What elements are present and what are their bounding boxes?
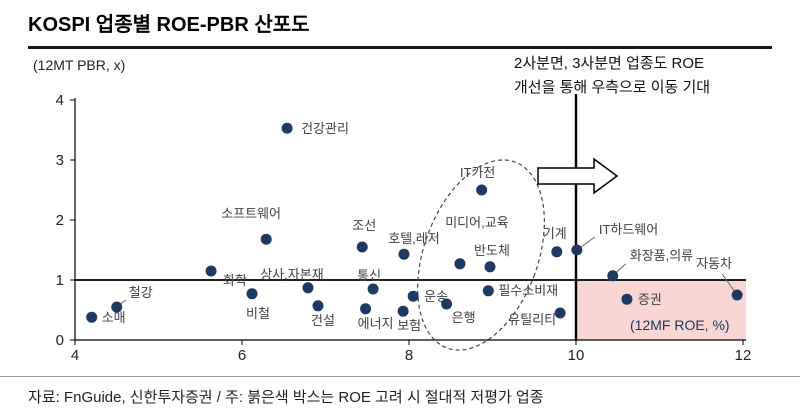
point-label: 화학	[223, 273, 247, 288]
point-label: 증권	[638, 292, 662, 307]
data-point	[360, 303, 372, 315]
data-point	[312, 300, 324, 312]
quadrant-annotation-line2: 개선을 통해 우측으로 이동 기대	[514, 79, 711, 96]
x-tick-label: 6	[238, 347, 246, 364]
point-label: 소프트웨어	[221, 206, 281, 221]
data-point	[476, 184, 488, 196]
data-point	[407, 290, 419, 302]
point-label: 호텔,레저	[388, 231, 439, 246]
x-axis-unit-label: (12MF ROE, %)	[630, 317, 730, 333]
point-label: 통신	[357, 268, 381, 283]
y-axis-unit-label: (12MT PBR, x)	[33, 57, 126, 73]
undervalued-highlight-box	[576, 280, 746, 340]
source-note: 자료: FnGuide, 신한투자증권 / 주: 붉은색 박스는 ROE 고려 …	[0, 376, 800, 407]
point-label: 반도체	[474, 243, 510, 258]
x-tick-label: 10	[568, 347, 585, 364]
x-tick-label: 4	[71, 347, 79, 364]
data-point	[571, 244, 583, 256]
data-point	[397, 305, 409, 317]
data-point	[246, 288, 258, 300]
point-label: 에너지	[358, 316, 394, 331]
y-tick-label: 1	[56, 272, 64, 289]
x-tick-label: 12	[735, 347, 752, 364]
data-point	[621, 293, 633, 305]
chart-header: KOSPI 업종별 ROE-PBR 산포도	[28, 8, 772, 49]
y-tick-label: 2	[56, 212, 64, 229]
point-label: 자동차	[696, 256, 732, 271]
point-label: 유틸리티	[508, 312, 556, 327]
point-label: 운송	[424, 289, 448, 304]
quadrant-annotation: 2사분면, 3사분면 업종도 ROE 개선을 통해 우측으로 이동 기대	[514, 52, 710, 100]
data-point	[441, 298, 453, 310]
data-point	[731, 289, 743, 301]
point-label: 건설	[311, 313, 335, 328]
data-point	[607, 270, 619, 282]
point-label: 상사,자본재	[260, 267, 323, 282]
data-point	[205, 265, 217, 277]
cluster-ellipse	[417, 159, 545, 351]
data-point	[554, 307, 566, 319]
data-point	[111, 301, 123, 313]
page-title: KOSPI 업종별 ROE-PBR 산포도	[28, 14, 310, 36]
shift-right-arrow	[537, 157, 619, 195]
point-label: 필수소비재	[498, 283, 558, 298]
y-tick-label: 3	[56, 152, 64, 169]
quadrant-annotation-line1: 2사분면, 3사분면 업종도 ROE	[514, 55, 705, 72]
data-point	[454, 258, 466, 270]
x-tick-label: 8	[405, 347, 413, 364]
point-label: 은행	[452, 310, 476, 325]
point-label: IT가전	[460, 165, 495, 180]
y-tick-label: 4	[56, 92, 64, 109]
data-point	[302, 282, 314, 294]
y-tick-label: 0	[56, 332, 64, 349]
point-label: 건강관리	[301, 121, 349, 136]
point-label: IT하드웨어	[599, 222, 658, 237]
data-point	[398, 248, 410, 260]
data-point	[367, 283, 379, 295]
point-label: 화장품,의류	[630, 248, 693, 263]
point-label: 소매	[102, 310, 126, 325]
data-point	[260, 233, 272, 245]
data-point	[482, 285, 494, 297]
point-label: 보험	[397, 318, 421, 333]
data-point	[86, 311, 98, 323]
point-label: 조선	[352, 218, 376, 233]
data-point	[281, 122, 293, 134]
data-point	[484, 261, 496, 273]
data-point	[551, 246, 563, 258]
point-label: 철강	[129, 285, 153, 300]
data-point	[356, 241, 368, 253]
point-label: 비철	[246, 306, 270, 321]
point-label: 기계	[543, 226, 567, 241]
point-label: 미디어,교육	[445, 215, 508, 230]
